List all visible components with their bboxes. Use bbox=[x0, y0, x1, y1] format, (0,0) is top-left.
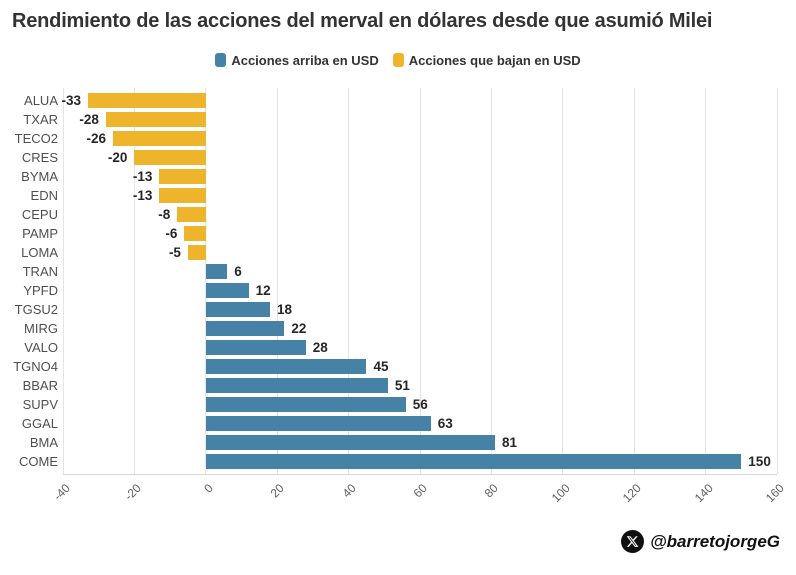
category-label: BYMA bbox=[21, 169, 58, 184]
category-label: BMA bbox=[29, 435, 58, 450]
bar-edn bbox=[159, 188, 206, 203]
bar-cres bbox=[134, 150, 206, 165]
x-axis-tick-label: 100 bbox=[548, 481, 573, 506]
x-axis-tick-label: 140 bbox=[691, 481, 716, 506]
category-label: TGNO4 bbox=[13, 359, 58, 374]
value-label: 81 bbox=[501, 435, 517, 450]
footer-handle: @barretojorgeG bbox=[650, 531, 780, 551]
category-label: COME bbox=[19, 454, 58, 469]
value-label: 56 bbox=[412, 397, 428, 412]
category-label: GGAL bbox=[21, 416, 58, 431]
footer-credit: @barretojorgeG bbox=[621, 530, 780, 553]
gridline bbox=[133, 88, 135, 474]
category-label: TXAR bbox=[23, 112, 58, 127]
gridline bbox=[419, 88, 421, 474]
value-label: -13 bbox=[132, 169, 153, 184]
x-axis-tick-label: 80 bbox=[481, 481, 502, 501]
x-axis-tick-label: -20 bbox=[122, 481, 145, 504]
value-label: -8 bbox=[158, 207, 171, 222]
value-label: -6 bbox=[165, 226, 178, 241]
value-label: -33 bbox=[61, 93, 81, 108]
bar-tgno4 bbox=[205, 359, 367, 374]
legend-label-up: Acciones arriba en USD bbox=[231, 52, 379, 68]
bar-pamp bbox=[184, 226, 206, 241]
legend-label-down: Acciones que bajan en USD bbox=[408, 52, 581, 68]
bar-loma bbox=[187, 245, 206, 260]
gridline bbox=[205, 88, 207, 474]
chart-title: Rendimiento de las acciones del merval e… bbox=[12, 10, 713, 32]
gridline bbox=[276, 88, 278, 474]
bar-teco2 bbox=[112, 131, 206, 146]
x-axis-tick-label: 40 bbox=[339, 481, 359, 501]
gridline bbox=[705, 88, 707, 474]
gridline bbox=[348, 88, 350, 474]
legend-swatch-up-icon bbox=[215, 53, 227, 67]
gridline bbox=[776, 88, 778, 474]
value-label: 6 bbox=[234, 264, 242, 279]
category-label: EDN bbox=[30, 188, 58, 203]
gridline bbox=[633, 88, 635, 474]
category-label: TECO2 bbox=[14, 131, 58, 146]
legend-item-down: Acciones que bajan en USD bbox=[392, 52, 581, 68]
bar-txar bbox=[105, 112, 206, 127]
x-axis-tick-label: 60 bbox=[410, 481, 430, 501]
category-label: LOMA bbox=[21, 245, 58, 260]
value-label: -20 bbox=[107, 150, 128, 165]
category-label: MIRG bbox=[24, 321, 58, 336]
bar-come bbox=[205, 454, 742, 469]
value-label: -26 bbox=[86, 131, 106, 146]
legend-item-up: Acciones arriba en USD bbox=[215, 52, 379, 68]
value-label: 18 bbox=[277, 302, 293, 317]
legend-swatch-down-icon bbox=[392, 53, 404, 67]
category-label: BBAR bbox=[22, 378, 58, 393]
x-axis-line bbox=[63, 474, 777, 475]
value-label: -13 bbox=[132, 188, 153, 203]
category-label: ALUA bbox=[24, 93, 58, 108]
bar-byma bbox=[159, 169, 206, 184]
value-label: 45 bbox=[373, 359, 389, 374]
gridline bbox=[62, 88, 64, 474]
value-label: -5 bbox=[168, 245, 181, 260]
x-logo-icon bbox=[621, 530, 645, 553]
legend: Acciones arriba en USD Acciones que baja… bbox=[0, 50, 796, 70]
value-label: 12 bbox=[255, 283, 271, 298]
bar-cepu bbox=[177, 207, 206, 222]
bar-supv bbox=[205, 397, 406, 412]
x-axis-tick-label: 0 bbox=[201, 481, 216, 496]
gridline bbox=[490, 88, 492, 474]
value-label: 63 bbox=[437, 416, 453, 431]
category-label: TRAN bbox=[22, 264, 58, 279]
category-label: SUPV bbox=[22, 397, 58, 412]
bar-ypfd bbox=[205, 283, 249, 298]
category-label: VALO bbox=[24, 340, 58, 355]
category-label: TGSU2 bbox=[14, 302, 58, 317]
bar-bma bbox=[205, 435, 495, 450]
bar-bbar bbox=[205, 378, 388, 393]
bar-alua bbox=[87, 93, 206, 108]
x-axis-tick-label: 20 bbox=[267, 481, 288, 501]
category-label: YPFD bbox=[23, 283, 58, 298]
bar-tran bbox=[205, 264, 228, 279]
category-label: CEPU bbox=[21, 207, 58, 222]
value-label: 28 bbox=[312, 340, 328, 355]
category-label: PAMP bbox=[22, 226, 58, 241]
x-axis-tick-label: 160 bbox=[762, 481, 787, 506]
gridline bbox=[562, 88, 564, 474]
value-label: 150 bbox=[748, 454, 771, 469]
x-axis-tick-label: -40 bbox=[50, 481, 73, 504]
bar-mirg bbox=[205, 321, 285, 336]
bar-ggal bbox=[205, 416, 431, 431]
x-axis-tick-label: 120 bbox=[620, 481, 645, 506]
value-label: 22 bbox=[291, 321, 307, 336]
category-label: CRES bbox=[21, 150, 58, 165]
value-label: 51 bbox=[394, 378, 410, 393]
value-label: -28 bbox=[79, 112, 99, 127]
bar-valo bbox=[205, 340, 306, 355]
bar-tgsu2 bbox=[205, 302, 271, 317]
